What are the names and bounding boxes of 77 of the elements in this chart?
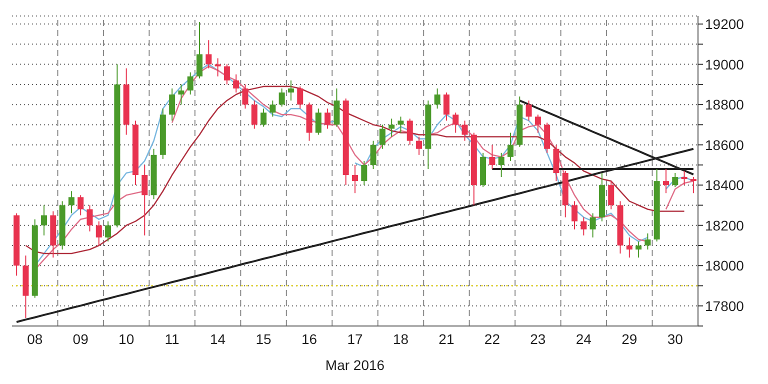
candlestick xyxy=(636,240,642,258)
candlestick xyxy=(68,190,74,214)
x-tick-label: 17 xyxy=(347,330,363,347)
candlestick xyxy=(507,132,514,162)
x-tick-label: 14 xyxy=(210,330,226,347)
x-tick-label: 22 xyxy=(484,330,500,347)
candlestick xyxy=(251,100,258,130)
x-axis-title: Mar 2016 xyxy=(325,357,385,373)
x-tick-label: 15 xyxy=(256,330,272,347)
candlestick xyxy=(452,112,459,134)
candlestick xyxy=(489,144,496,170)
candlestick xyxy=(86,204,93,232)
candlestick xyxy=(324,108,331,130)
candlestick xyxy=(270,100,276,118)
x-tick-label: 11 xyxy=(164,330,180,347)
candlestick xyxy=(41,204,48,236)
candlestick xyxy=(626,236,632,258)
candlestick xyxy=(690,176,696,194)
candlestick xyxy=(379,124,386,150)
candlestick xyxy=(105,220,112,242)
candlestick xyxy=(370,140,376,170)
candlestick xyxy=(462,120,468,142)
candlestick xyxy=(96,220,102,246)
candlestick xyxy=(443,92,450,122)
candlestick xyxy=(206,40,212,69)
candlestick xyxy=(434,88,440,110)
line-series xyxy=(25,86,685,254)
candlestick xyxy=(406,118,413,146)
candlestick xyxy=(142,164,148,236)
candlestick xyxy=(224,64,230,85)
y-tick-label: 18000 xyxy=(705,258,744,274)
candlestick xyxy=(361,160,368,186)
candlestick xyxy=(297,86,304,110)
y-tick-label: 18400 xyxy=(705,177,744,194)
candlestick xyxy=(178,84,184,106)
x-tick-label: 18 xyxy=(392,330,409,347)
candlestick xyxy=(233,74,240,93)
candlestick xyxy=(580,216,587,236)
candlestick xyxy=(416,136,422,156)
x-tick-label: 23 xyxy=(530,330,546,347)
candlestick xyxy=(196,22,203,79)
x-tick-label: 16 xyxy=(301,330,318,347)
candlestick xyxy=(590,212,596,238)
x-tick-label: 21 xyxy=(438,330,454,347)
candlestick xyxy=(608,180,614,210)
candlestick xyxy=(214,58,221,77)
candlestick xyxy=(169,88,176,122)
candlestick xyxy=(78,194,84,216)
candlestick xyxy=(526,100,532,122)
y-tick-label: 19000 xyxy=(705,56,744,72)
candlestick xyxy=(681,170,688,186)
candlestick xyxy=(242,84,248,110)
candlestick xyxy=(534,114,541,134)
candlestick xyxy=(572,200,578,230)
x-tick-label: 09 xyxy=(72,330,89,347)
candlestick xyxy=(260,108,267,128)
candlestick xyxy=(662,168,669,194)
candlestick xyxy=(498,152,504,178)
y-tick-label: 17800 xyxy=(705,298,744,314)
x-tick-label: 10 xyxy=(118,330,134,347)
y-tick-label: 18200 xyxy=(705,217,744,234)
candlestick xyxy=(315,108,322,136)
x-tick-label: 30 xyxy=(667,330,684,347)
candlestick xyxy=(352,164,358,194)
candlestick xyxy=(388,118,395,138)
candlestick xyxy=(644,232,651,250)
candlestick xyxy=(278,88,285,108)
candlestick xyxy=(187,72,194,96)
y-tick-label: 19200 xyxy=(705,16,744,32)
candlestick xyxy=(288,80,294,102)
y-tick-label: 18600 xyxy=(705,136,744,153)
x-tick-label: 24 xyxy=(576,330,592,347)
x-tick-label: 08 xyxy=(27,330,43,347)
y-tick-label: 18800 xyxy=(705,96,744,113)
x-tick-label: 29 xyxy=(622,330,638,347)
candlestick xyxy=(398,116,404,134)
candlestick xyxy=(672,172,678,188)
